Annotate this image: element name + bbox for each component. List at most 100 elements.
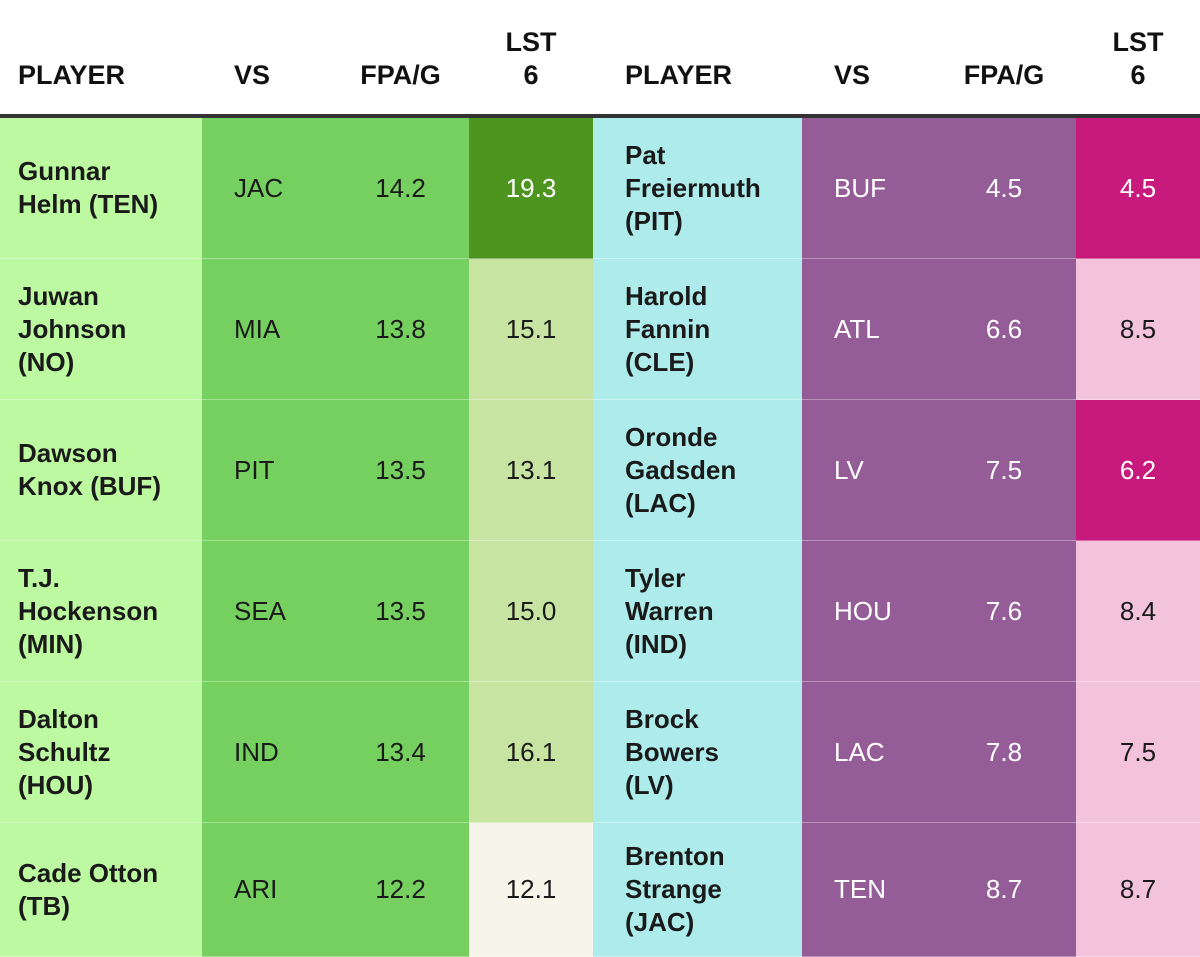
table-row: Gunnar Helm (TEN) JAC 14.2 19.3 Pat Freiermuth… [0,116,1200,259]
header-player-right: PLAYER [593,0,802,118]
right-player-name-line: (IND) [625,628,688,659]
right-player-name-line: Brenton [625,841,725,871]
left-fpa-cell: 13.8 [332,258,469,400]
left-player-name-line: Schultz [18,736,111,767]
table-body: Gunnar Helm (TEN) JAC 14.2 19.3 Pat Freiermuth… [0,116,1200,957]
left-player-name-line: Juwan [18,280,99,311]
left-player-cell: Gunnar Helm (TEN) [0,116,202,259]
left-opponent-cell: IND [202,681,332,823]
right-player-name-line: Tyler [625,562,686,593]
right-last6-cell: 8.4 [1076,540,1200,682]
right-last6-cell: 8.7 [1076,822,1200,957]
table-row: Dalton Schultz (HOU) IND 13.4 16.1 Brock Bowers… [0,681,1200,823]
right-opponent-cell: ATL [802,258,932,400]
left-player-cell: Juwan Johnson (NO) [0,258,202,400]
left-opponent-cell: SEA [202,540,332,682]
table-row: Cade Otton (TB) ARI 12.2 12.1 Brenton Strange(… [0,822,1200,957]
right-player-name-line: Brock [625,703,699,734]
table-row: T.J. Hockenson (MIN) SEA 13.5 15.0 Tyler Warren… [0,540,1200,682]
right-opponent-cell: TEN [802,822,932,957]
header-lst6-right-top: LST [1112,27,1164,57]
left-last6-cell: 16.1 [469,681,593,823]
right-fpa-cell: 7.5 [932,399,1076,541]
table-row: Juwan Johnson (NO) MIA 13.8 15.1 Harold Fannin(… [0,258,1200,400]
right-player-name-line: Freiermuth [625,172,761,203]
left-player-name-line: Johnson [18,313,127,344]
right-player-cell: Tyler Warren (IND) [593,540,802,682]
left-player-name-line: (MIN) [18,628,83,659]
left-last6-cell: 15.1 [469,258,593,400]
right-player-name-line: (JAC) [625,907,695,937]
header-fpa-right: FPA/G [932,0,1076,118]
left-fpa-cell: 13.5 [332,540,469,682]
header-lst6-left-top: LST [505,27,557,57]
right-player-name-line: Bowers [625,736,719,767]
right-fpa-cell: 7.6 [932,540,1076,682]
right-last6-cell: 4.5 [1076,116,1200,259]
right-last6-cell: 8.5 [1076,258,1200,400]
right-player-cell: Oronde Gadsden (LAC) [593,399,802,541]
right-player-name-line: Strange [625,874,722,904]
right-player-cell: Harold Fannin (CLE) [593,258,802,400]
right-player-name-line: Pat [625,139,666,170]
left-player-name-line: Dawson [18,438,118,468]
header-player-left: PLAYER [0,0,202,118]
right-player-name-line: (PIT) [625,205,683,236]
header-row: PLAYER VS FPA/G LST 6 PLAYER VS FPA/G LS… [0,0,1200,118]
left-last6-cell: 15.0 [469,540,593,682]
left-player-name-line: (HOU) [18,769,94,800]
left-opponent-cell: ARI [202,822,332,957]
right-last6-cell: 6.2 [1076,399,1200,541]
left-fpa-cell: 13.5 [332,399,469,541]
header-lst6-right-bottom: 6 [1130,60,1146,90]
left-player-name-line: Helm (TEN) [18,189,159,219]
left-opponent-cell: PIT [202,399,332,541]
right-last6-cell: 7.5 [1076,681,1200,823]
left-fpa-cell: 14.2 [332,116,469,259]
right-player-cell: Brock Bowers (LV) [593,681,802,823]
right-fpa-cell: 6.6 [932,258,1076,400]
right-opponent-cell: LAC [802,681,932,823]
left-player-name-line: Cade Otton [18,857,159,888]
left-last6-cell: 12.1 [469,822,593,957]
left-player-name-line: Knox (BUF) [18,471,161,501]
header-fpa-left: FPA/G [332,0,469,118]
left-opponent-cell: MIA [202,258,332,400]
header-vs-left: VS [202,0,332,118]
right-opponent-cell: LV [802,399,932,541]
left-player-name-line: T.J. [18,562,60,593]
left-player-name-line: (NO) [18,346,75,377]
left-player-name-line: Dalton [18,703,99,734]
left-player-cell: Cade Otton (TB) [0,822,202,957]
header-lst6-left-bottom: 6 [523,60,539,90]
left-player-cell: T.J. Hockenson (MIN) [0,540,202,682]
right-fpa-cell: 8.7 [932,822,1076,957]
left-player-cell: Dawson Knox (BUF) [0,399,202,541]
header-lst6-right: LST 6 [1076,0,1200,118]
right-player-name-line: Fannin [625,313,711,344]
right-player-name-line: Gadsden [625,454,737,485]
right-opponent-cell: BUF [802,116,932,259]
right-player-name-line: (LV) [625,769,674,800]
right-fpa-cell: 4.5 [932,116,1076,259]
right-player-cell: Brenton Strange (JAC) [593,822,802,957]
right-player-name-line: Warren [625,595,714,626]
left-player-name-line: (TB) [18,890,70,921]
right-opponent-cell: HOU [802,540,932,682]
right-player-name-line: (LAC) [625,487,696,518]
left-last6-cell: 19.3 [469,116,593,259]
left-player-name-line: Hockenson [18,595,159,626]
header-vs-right: VS [802,0,932,118]
left-fpa-cell: 12.2 [332,822,469,957]
right-player-name-line: Harold [625,280,708,311]
right-fpa-cell: 7.8 [932,681,1076,823]
left-player-name-line: Gunnar [18,156,111,186]
right-player-cell: Pat Freiermuth (PIT) [593,116,802,259]
right-player-name-line: (CLE) [625,346,695,377]
left-player-cell: Dalton Schultz (HOU) [0,681,202,823]
left-opponent-cell: JAC [202,116,332,259]
left-fpa-cell: 13.4 [332,681,469,823]
left-last6-cell: 13.1 [469,399,593,541]
table-row: Dawson Knox (BUF) PIT 13.5 13.1 Oronde Gadsden… [0,399,1200,541]
right-player-name-line: Oronde [625,421,718,452]
